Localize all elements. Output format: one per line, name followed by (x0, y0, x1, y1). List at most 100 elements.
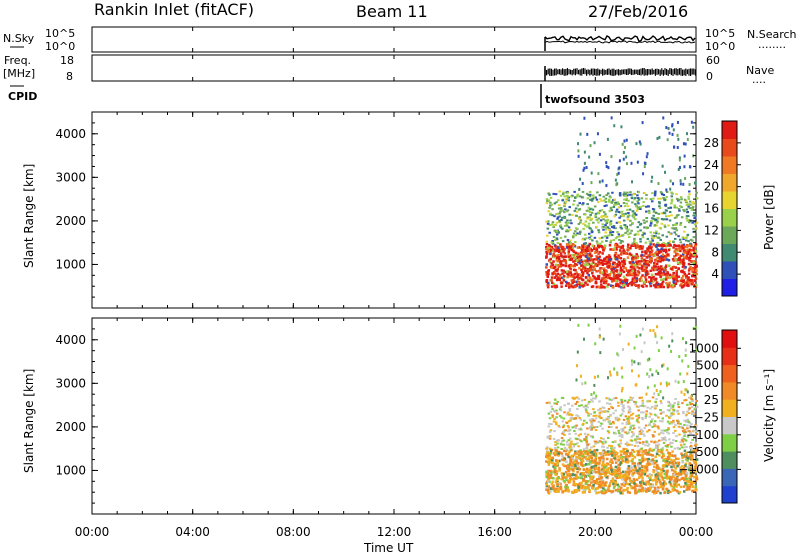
velocity-echo (554, 451, 557, 455)
velocity-echo (556, 477, 559, 480)
power-echo (562, 271, 566, 274)
velocity-echo (651, 484, 654, 488)
velocity-echo (630, 486, 634, 490)
power-echo (595, 255, 598, 258)
velocity-echo (601, 442, 605, 445)
power-echo (638, 247, 641, 251)
power-echo (583, 166, 586, 170)
power-echo (600, 245, 604, 248)
power-echo (688, 278, 692, 282)
power-echo (649, 198, 653, 201)
velocity-echo (670, 465, 673, 468)
velocity-echo (594, 429, 598, 432)
power-echo (615, 183, 618, 187)
power-echo (662, 211, 666, 214)
power-echo (678, 246, 681, 250)
power-echo (586, 132, 589, 136)
power-echo (565, 243, 569, 246)
power-echo (602, 273, 606, 276)
velocity-echo (600, 464, 604, 467)
velocity-echo (628, 406, 631, 409)
power-echo (637, 202, 640, 205)
velocity-echo (628, 443, 631, 446)
velocity-echo (683, 392, 686, 396)
power-echo (687, 195, 690, 198)
velocity-echo (575, 414, 578, 417)
velocity-echo (580, 481, 583, 485)
velocity-echo (559, 406, 563, 409)
velocity-echo (685, 413, 688, 416)
power-echo (615, 245, 619, 249)
power-echo (546, 275, 550, 279)
power-echo (611, 266, 614, 269)
power-echo (556, 216, 560, 219)
power-echo (633, 212, 637, 215)
velocity-echo (668, 480, 671, 484)
power-echo (614, 247, 618, 251)
power-echo (660, 212, 663, 215)
velocity-echo (590, 465, 594, 469)
power-echo (593, 205, 597, 208)
power-echo (606, 262, 609, 265)
power-echo (595, 249, 599, 253)
velocity-echo (593, 450, 596, 453)
power-echo (679, 284, 682, 287)
power-echo (692, 227, 695, 230)
power-echo (587, 222, 591, 225)
velocity-echo (640, 396, 644, 399)
power-echo (663, 199, 667, 202)
velocity-echo (562, 443, 565, 446)
velocity-echo (650, 474, 653, 477)
beam-title: Beam 11 (356, 2, 428, 21)
power-echo (608, 258, 612, 261)
velocity-echo (614, 471, 617, 474)
power-echo (659, 269, 662, 273)
velocity-echo (645, 465, 649, 468)
velocity-echo (684, 482, 687, 485)
power-echo (623, 262, 627, 266)
velocity-echo (616, 419, 620, 422)
velocity-echo (576, 488, 579, 492)
power-echo (567, 286, 571, 289)
power-echo (629, 261, 632, 265)
power-echo (552, 192, 555, 195)
velocity-echo (684, 348, 687, 352)
power-echo (557, 248, 561, 251)
velocity-echo (666, 367, 669, 371)
power-echo (601, 240, 604, 243)
velocity-echo (658, 474, 662, 477)
velocity-echo (622, 450, 626, 454)
velocity-echo (602, 406, 606, 409)
velocity-echo (626, 486, 629, 490)
velocity-echo (552, 420, 556, 423)
power-echo (582, 259, 586, 263)
power-echo (628, 208, 632, 211)
velocity-echo (655, 467, 659, 470)
power-echo (673, 216, 677, 219)
power-echo (591, 239, 594, 242)
velocity-echo (582, 448, 586, 451)
velocity-echo (581, 472, 584, 476)
power-echo (609, 271, 613, 274)
power-echo (647, 205, 650, 208)
power-echo (633, 279, 636, 283)
power-echo (684, 266, 687, 269)
power-echo (548, 231, 551, 234)
velocity-echo (618, 469, 621, 472)
power-echo (576, 282, 579, 286)
velocity-echo (620, 486, 623, 489)
velocity-echo (608, 482, 612, 485)
velocity-echo (565, 475, 569, 479)
power-echo (563, 224, 567, 227)
power-echo (574, 285, 577, 289)
power-echo (567, 274, 570, 277)
power-echo (618, 238, 621, 241)
velocity-echo (624, 460, 627, 463)
power-echo (665, 126, 668, 130)
velocity-echo (579, 428, 582, 431)
power-echo (587, 257, 591, 260)
power-echo (670, 191, 673, 194)
power-colorbar-tick-label: 24 (704, 158, 719, 172)
power-echo (618, 166, 621, 170)
power-echo (565, 223, 568, 226)
